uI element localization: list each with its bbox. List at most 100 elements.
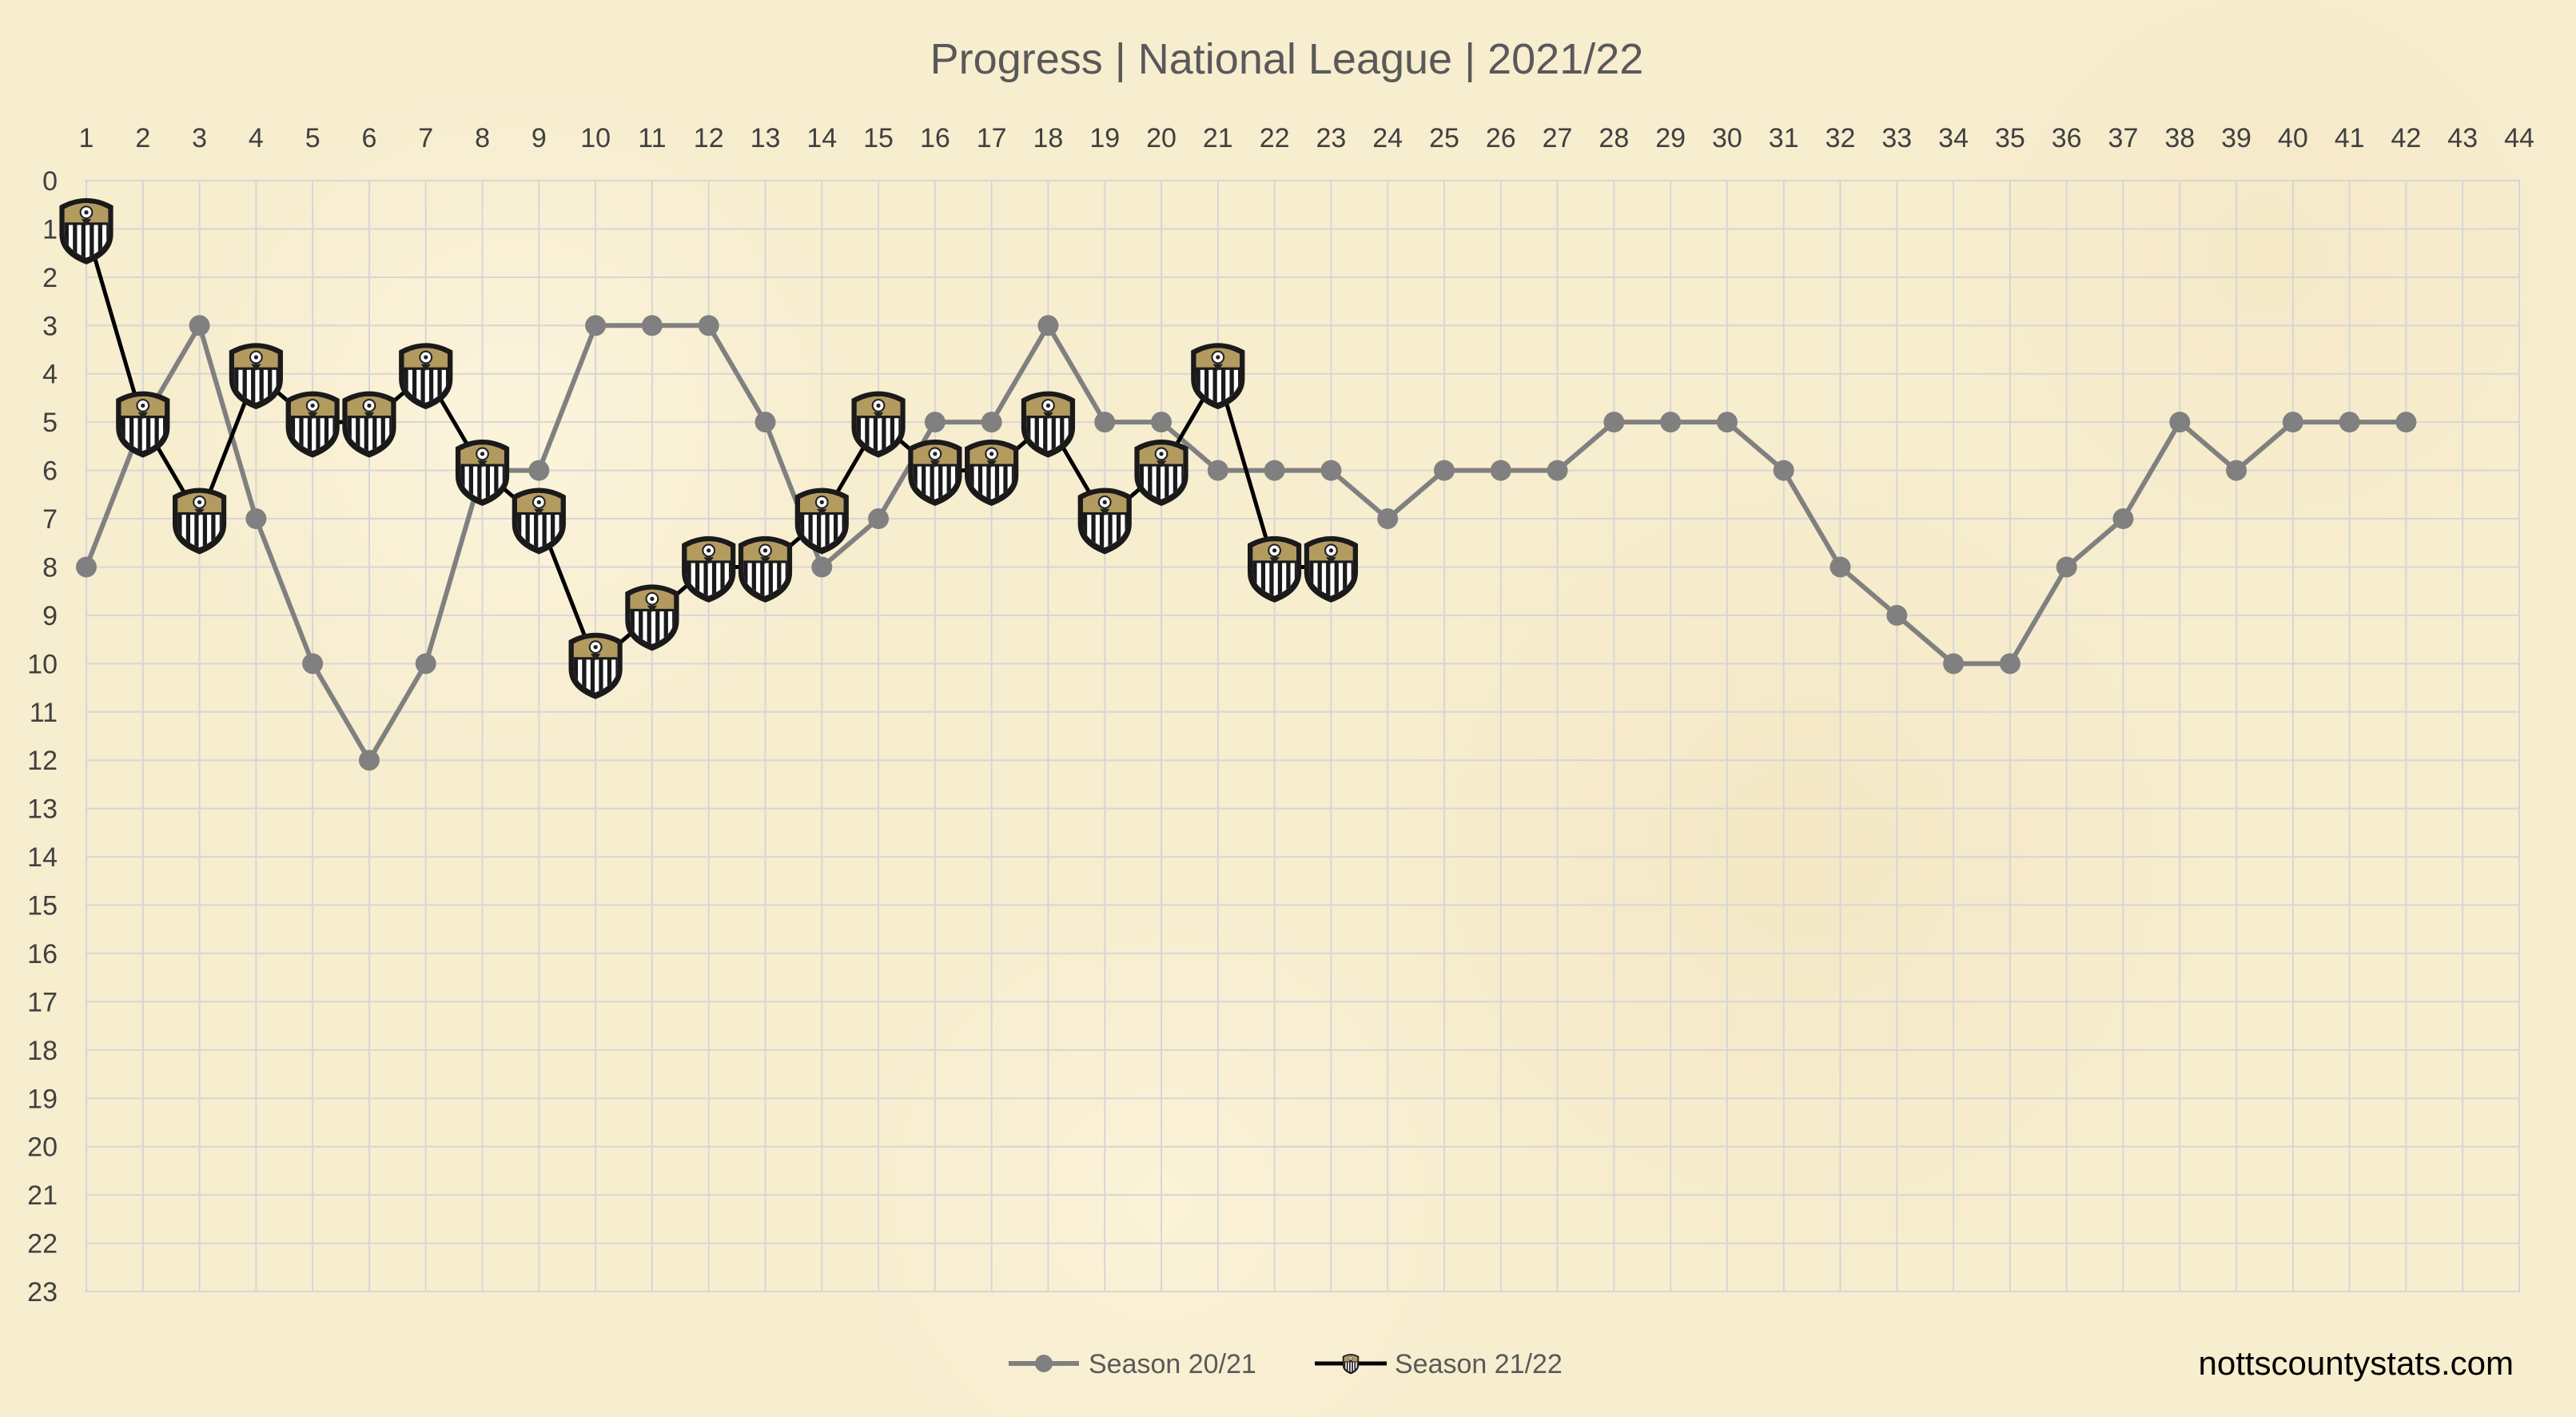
x-tick-label: 33 [1881,123,1912,153]
y-tick-label: 22 [27,1229,58,1260]
x-tick-label: 43 [2447,123,2478,153]
club-crest-icon [1342,1354,1360,1375]
club-crest-icon [1021,391,1076,458]
x-tick-label: 5 [305,123,321,153]
club-crest-icon [1134,440,1188,507]
data-point [754,412,776,433]
data-point [698,315,719,336]
x-tick-label: 24 [1372,123,1403,153]
chart-title: Progress | National League | 2021/22 [930,35,1644,83]
x-tick-label: 36 [2052,123,2082,153]
x-tick-label: 37 [2108,123,2139,153]
data-point [2169,412,2191,433]
x-tick-label: 3 [192,123,207,153]
y-tick-label: 0 [42,166,58,197]
club-crest-icon [342,391,396,458]
y-tick-label: 5 [42,408,58,438]
data-point [76,556,97,578]
x-tick-label: 22 [1260,123,1290,153]
x-tick-label: 16 [920,123,950,153]
y-tick-label: 18 [27,1036,58,1066]
data-point [2056,556,2077,578]
club-crest-icon [59,197,113,265]
x-tick-label: 27 [1543,123,1573,153]
data-point [2339,412,2360,433]
data-point [2395,412,2417,433]
x-tick-label: 26 [1486,123,1516,153]
data-point [1490,460,1511,481]
data-point [1943,653,1965,675]
x-tick-label: 12 [694,123,724,153]
y-tick-label: 2 [42,263,58,293]
x-tick-label: 39 [2221,123,2252,153]
legend-marker [1035,1355,1053,1372]
x-tick-label: 31 [1769,123,1799,153]
data-point [1037,315,1059,336]
plot-grid [86,180,2520,1292]
x-tick-label: 44 [2504,123,2534,153]
x-tick-label: 25 [1429,123,1459,153]
y-tick-label: 21 [27,1180,58,1211]
club-crest-icon [1248,535,1302,603]
club-crest-icon [116,391,170,458]
x-tick-label: 18 [1033,123,1064,153]
x-tick-label: 14 [806,123,837,153]
x-tick-label: 34 [1938,123,1969,153]
y-tick-label: 15 [27,891,58,921]
x-tick-label: 21 [1203,123,1233,153]
legend-item-season-21-22: Season 21/22 [1315,1349,1563,1379]
x-tick-label: 41 [2335,123,2365,153]
series-season-20-21 [76,315,2417,771]
y-tick-label: 10 [27,649,58,679]
club-crest-icon [455,440,510,507]
data-point [1660,412,1682,433]
data-point [528,460,550,481]
data-point [1886,604,1908,626]
club-crest-icon [1191,343,1245,410]
data-point [415,653,436,675]
y-tick-label: 16 [27,939,58,969]
data-point [189,315,210,336]
series-layer [59,197,2417,771]
data-point [1207,460,1228,481]
data-point [2282,412,2303,433]
legend: Season 20/21 Season 21/22 [1009,1349,1563,1379]
y-tick-label: 7 [42,504,58,535]
y-tick-label: 9 [42,601,58,631]
legend-label: Season 20/21 [1089,1349,1256,1379]
x-tick-label: 10 [580,123,611,153]
data-point [981,412,1002,433]
data-point [1829,556,1851,578]
data-point [358,750,380,771]
data-point [641,315,663,336]
data-point [1603,412,1625,433]
data-point [1320,460,1342,481]
y-tick-label: 8 [42,552,58,583]
x-tick-label: 40 [2278,123,2308,153]
club-crest-icon [625,584,679,651]
x-tick-label: 38 [2164,123,2195,153]
x-tick-label: 42 [2391,123,2422,153]
x-tick-label: 9 [532,123,547,153]
x-tick-label: 32 [1825,123,1856,153]
data-point [2112,508,2134,530]
y-tick-label: 6 [42,456,58,487]
data-point [1999,653,2021,675]
y-tick-label: 14 [27,842,58,873]
x-tick-label: 30 [1712,123,1742,153]
data-point [1264,460,1285,481]
x-tick-label: 17 [977,123,1007,153]
club-crest-icon [794,488,849,555]
data-point [2226,460,2248,481]
data-point [1094,412,1116,433]
x-tick-label: 1 [79,123,94,153]
x-tick-label: 13 [751,123,781,153]
data-point [924,412,946,433]
data-point [1773,460,1794,481]
x-axis-ticks: 1 2 3 4 5 6 7 8 9 10 11 12 13 14 15 16 17 18 19 20 21 22 23 24 2… [79,123,2534,153]
club-crest-icon [285,391,340,458]
club-crest-icon [399,343,453,410]
y-tick-label: 13 [27,794,58,825]
x-tick-label: 19 [1089,123,1120,153]
